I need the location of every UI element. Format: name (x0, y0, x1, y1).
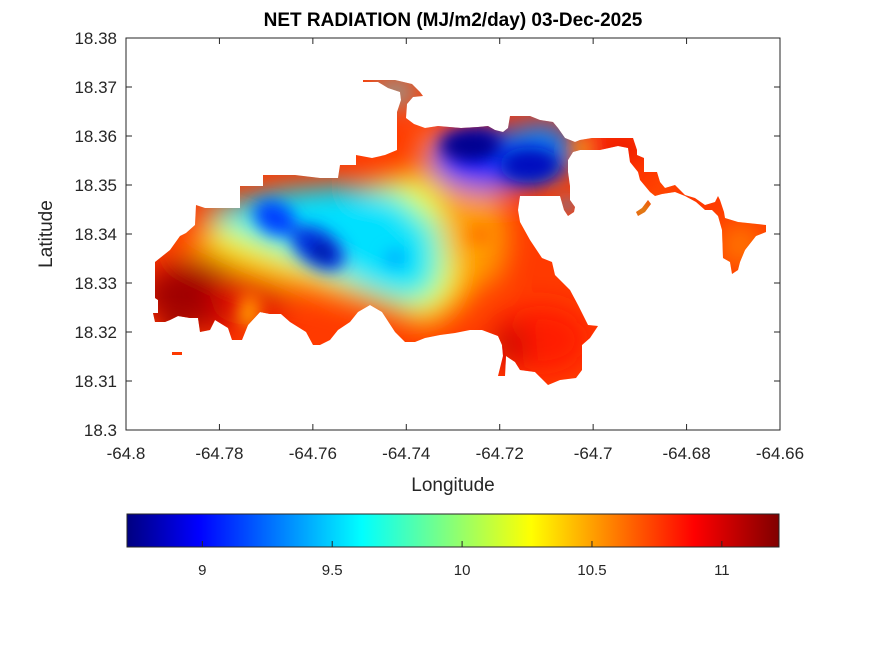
colorbar-tick-label: 10 (454, 562, 471, 579)
x-tick-label: -64.78 (195, 444, 243, 463)
y-axis-label: Latitude (36, 200, 57, 268)
y-tick-label: 18.33 (74, 274, 117, 293)
x-tick-label: -64.7 (574, 444, 613, 463)
y-tick-label: 18.35 (74, 176, 117, 195)
colorbar-tick-label: 9.5 (322, 562, 343, 579)
y-axis: 18.3 18.31 18.32 18.33 18.34 18.35 18.36 18.37 1… (74, 29, 780, 440)
x-tick-label: -64.66 (756, 444, 804, 463)
x-tick-label: -64.74 (382, 444, 430, 463)
colorbar-ticks: 9 9.5 10 10.5 11 (198, 541, 730, 579)
colorbar-tick-label: 11 (714, 562, 730, 579)
y-tick-label: 18.38 (74, 29, 117, 48)
y-tick-label: 18.37 (74, 78, 117, 97)
y-tick-label: 18.32 (74, 323, 117, 342)
x-tick-label: -64.76 (289, 444, 337, 463)
colorbar (126, 513, 780, 548)
y-tick-label: 18.31 (74, 372, 117, 391)
y-tick-label: 18.36 (74, 127, 117, 146)
x-axis: -64.8 -64.78 -64.76 -64.74 -64.72 -64.7 -64.68… (107, 38, 804, 463)
x-tick-label: -64.68 (662, 444, 710, 463)
chart-title: NET RADIATION (MJ/m2/day) 03-Dec-2025 (264, 10, 643, 31)
y-tick-label: 18.34 (74, 225, 117, 244)
colorbar-tick-label: 9 (198, 562, 206, 579)
x-tick-label: -64.8 (107, 444, 146, 463)
colorbar-tick-label: 10.5 (577, 562, 606, 579)
y-tick-label: 18.3 (84, 421, 117, 440)
x-tick-label: -64.72 (476, 444, 524, 463)
x-axis-label: Longitude (411, 475, 494, 496)
